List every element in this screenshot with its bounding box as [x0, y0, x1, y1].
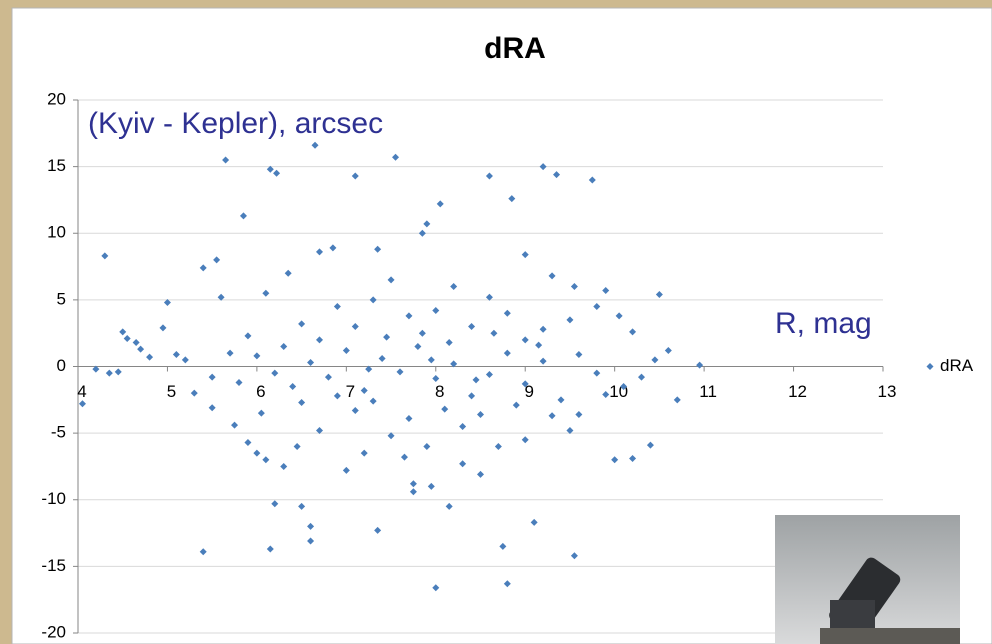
y-tick-label: -10	[41, 489, 66, 508]
y-tick-label: 0	[57, 356, 66, 375]
x-tick-label: 8	[435, 382, 444, 401]
x-tick-label: 4	[77, 382, 86, 401]
x-axis-annotation: R, mag	[775, 307, 872, 340]
y-tick-label: -20	[41, 622, 66, 641]
x-tick-label: 6	[256, 382, 265, 401]
y-tick-label: -15	[41, 556, 66, 575]
x-tick-label: 5	[167, 382, 176, 401]
y-tick-label: 20	[47, 89, 66, 108]
telescope-photo	[775, 515, 960, 644]
legend-label: dRA	[940, 356, 974, 375]
x-tick-label: 11	[699, 382, 717, 401]
y-tick-label: 5	[57, 289, 66, 308]
y-axis-annotation: (Kyiv - Kepler), arcsec	[88, 107, 383, 140]
y-tick-label: -5	[51, 423, 66, 442]
x-tick-label: 7	[346, 382, 355, 401]
x-tick-label: 13	[878, 382, 897, 401]
x-tick-label: 12	[788, 382, 807, 401]
chart-title: dRA	[484, 32, 546, 65]
y-tick-label: 15	[47, 156, 66, 175]
y-tick-label: 10	[47, 223, 66, 242]
chart: dRA -20-15-10-50510152045678910111213 (K…	[0, 0, 992, 644]
